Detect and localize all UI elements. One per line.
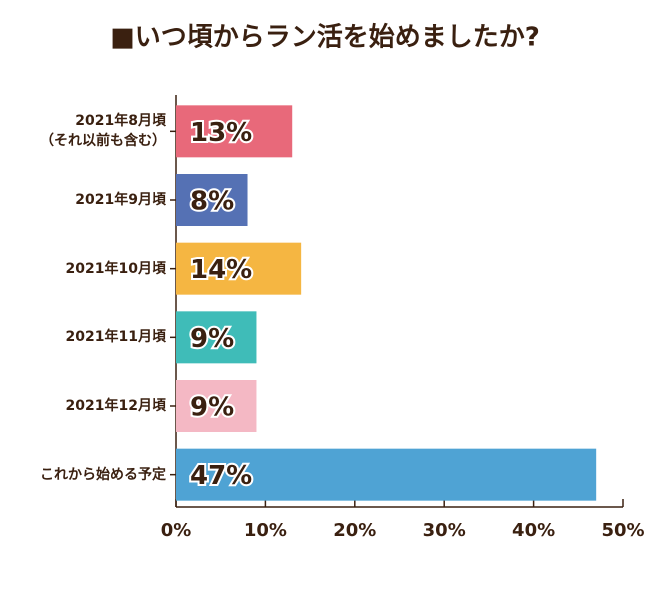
y-tick-label: これから始める予定 (40, 466, 166, 483)
value-label: 14% (190, 255, 252, 285)
bar (176, 242, 302, 295)
value-label: 9% (190, 324, 234, 354)
y-tick-label: 2021年8月頃 （それ以前も含む） (40, 113, 166, 150)
bar (176, 448, 597, 501)
x-tick-label: 40% (512, 520, 555, 541)
y-tick-label: 2021年11月頃 (65, 329, 166, 346)
value-label: 8% (190, 187, 234, 217)
y-tick-label: 2021年12月頃 (65, 398, 166, 414)
value-label: 13% (190, 118, 252, 148)
bar (176, 174, 248, 226)
bar (176, 311, 257, 364)
bar (176, 105, 293, 158)
bar (176, 380, 257, 432)
x-tick-label: 30% (423, 520, 466, 541)
value-label: 47% (190, 461, 252, 491)
x-tick-label: 50% (601, 520, 644, 541)
chart-title: ■いつ頃からラン活を始めましたか? (110, 23, 540, 53)
x-tick-label: 0% (161, 520, 192, 541)
value-label: 9% (190, 393, 234, 423)
y-tick-label: 2021年9月頃 (75, 192, 166, 208)
x-tick-label: 10% (244, 520, 287, 541)
y-tick-label: 2021年10月頃 (65, 260, 166, 277)
x-tick-label: 20% (333, 520, 376, 541)
